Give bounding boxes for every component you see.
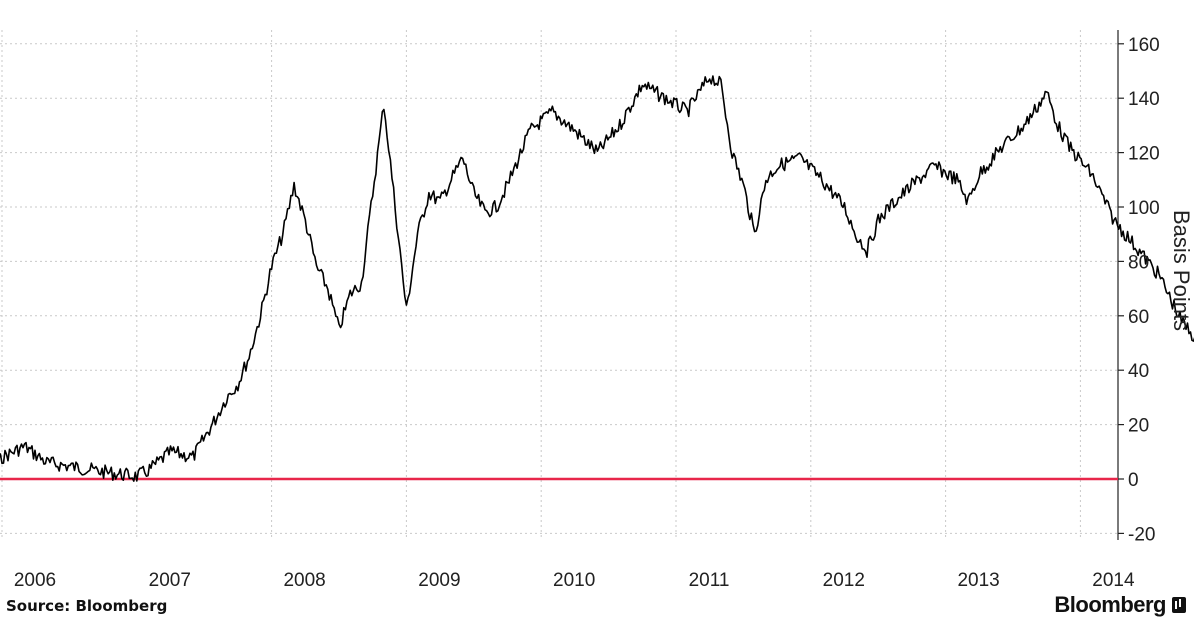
x-tick-label: 2010 xyxy=(553,570,595,591)
y-tick-label: 40 xyxy=(1128,361,1149,382)
y-tick-label: 140 xyxy=(1128,89,1160,110)
axes xyxy=(1117,30,1124,540)
brand-logo: Bloomberg xyxy=(1054,592,1186,618)
bloomberg-icon xyxy=(1172,597,1186,613)
y-tick-label: 0 xyxy=(1128,470,1139,491)
x-tick-label: 2011 xyxy=(689,570,730,591)
x-tick-label: 2013 xyxy=(957,570,999,591)
x-tick-label: 2014 xyxy=(1092,570,1135,591)
y-tick-label: 80 xyxy=(1128,252,1149,273)
y-tick-label: 160 xyxy=(1128,35,1160,56)
source-note: Source: Bloomberg xyxy=(6,597,168,615)
y-tick-label: -20 xyxy=(1128,524,1155,545)
x-tick-labels: 2006200720082009201020112012201320142015… xyxy=(14,570,1135,591)
grid-lines xyxy=(0,30,1118,540)
y-tick-label: 100 xyxy=(1128,198,1160,219)
x-tick-label: 2008 xyxy=(283,570,325,591)
y-tick-labels: -20 0 20 40 60 80 100 120 140 160 xyxy=(1128,35,1160,546)
x-tick-label: 2012 xyxy=(823,570,865,591)
brand-name: Bloomberg xyxy=(1054,592,1166,617)
series-line xyxy=(0,75,1194,482)
y-tick-label: 60 xyxy=(1128,307,1149,328)
x-tick-label: 2009 xyxy=(418,570,460,591)
y-axis-label: Basis Points xyxy=(1169,210,1194,331)
x-tick-label: 2006 xyxy=(14,570,56,591)
y-tick-label: 120 xyxy=(1128,144,1160,165)
x-tick-label: 2007 xyxy=(149,570,191,591)
y-tick-label: 20 xyxy=(1128,416,1149,437)
